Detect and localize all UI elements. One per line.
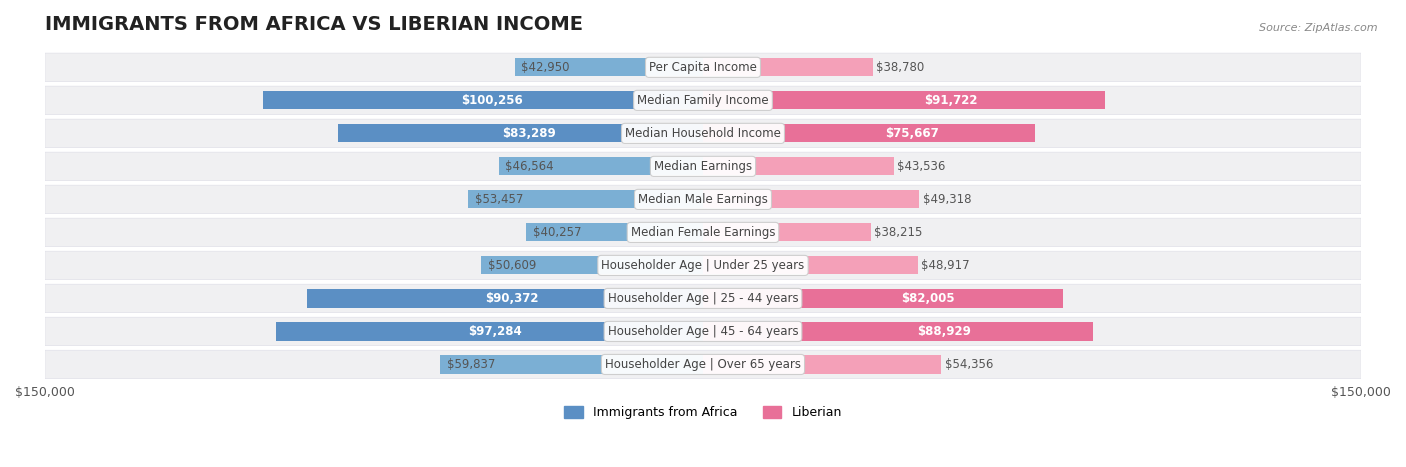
FancyBboxPatch shape [45,152,1361,181]
Text: Median Family Income: Median Family Income [637,94,769,107]
Text: $38,215: $38,215 [875,226,922,239]
Text: $88,929: $88,929 [918,325,972,338]
Bar [703,256,918,275]
Text: Median Earnings: Median Earnings [654,160,752,173]
Text: $100,256: $100,256 [461,94,523,107]
Bar [276,322,703,340]
Text: $40,257: $40,257 [533,226,582,239]
Text: $59,837: $59,837 [447,358,495,371]
FancyBboxPatch shape [45,251,1361,280]
Text: $48,917: $48,917 [921,259,970,272]
Bar [703,355,942,374]
Text: Householder Age | 45 - 64 years: Householder Age | 45 - 64 years [607,325,799,338]
FancyBboxPatch shape [45,119,1361,148]
Text: $46,564: $46,564 [505,160,554,173]
Text: Source: ZipAtlas.com: Source: ZipAtlas.com [1260,23,1378,33]
Bar [703,191,920,208]
FancyBboxPatch shape [45,317,1361,346]
Text: Householder Age | 25 - 44 years: Householder Age | 25 - 44 years [607,292,799,305]
Bar [703,91,1105,109]
Bar [468,191,703,208]
Text: $50,609: $50,609 [488,259,536,272]
Text: Householder Age | Over 65 years: Householder Age | Over 65 years [605,358,801,371]
Bar [703,290,1063,307]
Text: Median Female Earnings: Median Female Earnings [631,226,775,239]
Bar [526,223,703,241]
Text: $42,950: $42,950 [522,61,569,74]
FancyBboxPatch shape [45,350,1361,379]
Text: $49,318: $49,318 [922,193,972,206]
Text: Householder Age | Under 25 years: Householder Age | Under 25 years [602,259,804,272]
Text: $75,667: $75,667 [886,127,939,140]
Text: $54,356: $54,356 [945,358,993,371]
Bar [703,322,1092,340]
Bar [703,223,870,241]
Bar [703,124,1035,142]
Text: IMMIGRANTS FROM AFRICA VS LIBERIAN INCOME: IMMIGRANTS FROM AFRICA VS LIBERIAN INCOM… [45,15,583,34]
Text: Per Capita Income: Per Capita Income [650,61,756,74]
FancyBboxPatch shape [45,218,1361,247]
Text: $38,780: $38,780 [876,61,925,74]
Bar [499,157,703,176]
FancyBboxPatch shape [45,86,1361,114]
FancyBboxPatch shape [45,284,1361,312]
Text: $91,722: $91,722 [924,94,977,107]
Text: $82,005: $82,005 [901,292,955,305]
FancyBboxPatch shape [45,185,1361,213]
FancyBboxPatch shape [45,53,1361,82]
Bar [515,58,703,77]
Bar [703,58,873,77]
Text: $43,536: $43,536 [897,160,946,173]
Text: $83,289: $83,289 [502,127,555,140]
Bar [440,355,703,374]
Bar [263,91,703,109]
Bar [337,124,703,142]
Text: Median Male Earnings: Median Male Earnings [638,193,768,206]
Bar [307,290,703,307]
Legend: Immigrants from Africa, Liberian: Immigrants from Africa, Liberian [560,401,846,424]
Text: $97,284: $97,284 [468,325,522,338]
Text: $90,372: $90,372 [485,292,538,305]
Text: Median Household Income: Median Household Income [626,127,780,140]
Bar [703,157,894,176]
Text: $53,457: $53,457 [475,193,523,206]
Bar [481,256,703,275]
